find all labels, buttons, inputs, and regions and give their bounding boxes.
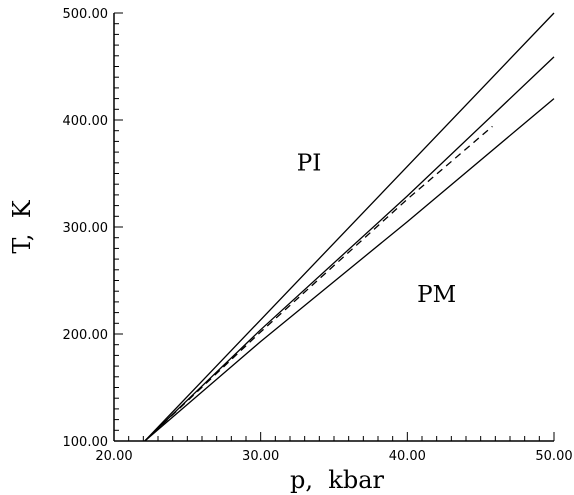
- series-line-3: [144, 98, 555, 442]
- region-label-pm: PM: [417, 282, 456, 308]
- y-axis-title: T, K: [8, 199, 36, 253]
- y-tick-label: 100.00: [63, 435, 109, 450]
- x-tick-label: 20.00: [95, 449, 132, 464]
- region-label-pi: PI: [297, 150, 322, 176]
- series-layer: [144, 12, 555, 442]
- y-tick-label: 300.00: [63, 221, 109, 236]
- y-tick-label: 500.00: [63, 7, 109, 22]
- annotation-layer: PI PM: [297, 150, 456, 308]
- series-line-1: [144, 12, 555, 442]
- x-tick-label: 30.00: [242, 449, 279, 464]
- series-line-4: [144, 125, 493, 442]
- x-axis-title: p, kbar: [290, 466, 384, 494]
- y-tick-label: 200.00: [63, 328, 109, 343]
- plot-area: 20.00 30.00 40.00 50.00 100.00 200.00 300.00 40…: [63, 7, 573, 464]
- x-tick-label: 40.00: [389, 449, 426, 464]
- y-tick-label: 400.00: [63, 114, 109, 129]
- series-line-2: [144, 56, 555, 442]
- x-tick-label: 50.00: [535, 449, 572, 464]
- axis-ticks: 20.00 30.00 40.00 50.00 100.00 200.00 300.00 40…: [63, 7, 573, 464]
